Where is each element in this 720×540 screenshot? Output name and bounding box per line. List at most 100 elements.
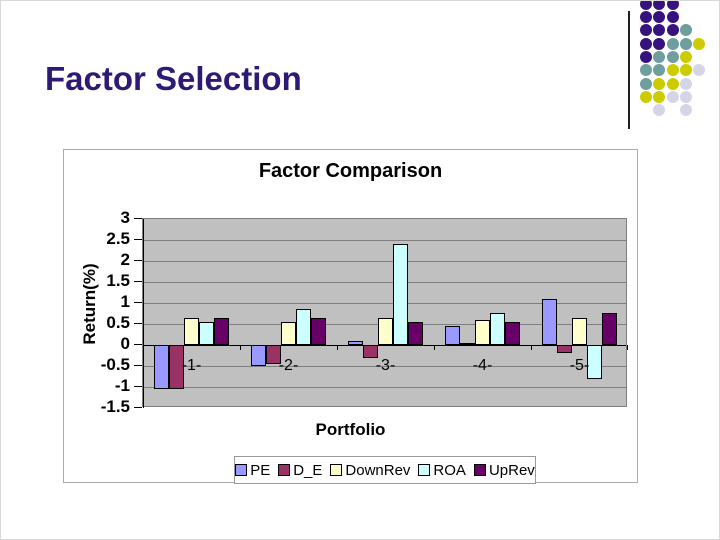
bar-PE-3 <box>348 341 363 345</box>
decor-dot-icon <box>666 64 679 77</box>
legend-swatch-DownRev <box>330 464 343 476</box>
plot-area: -1- -2- -3- -4- -5- <box>142 218 628 408</box>
bar-UpRev-2 <box>311 318 326 345</box>
y-tick-label: -1 <box>114 376 130 395</box>
x-category-label: -4- <box>472 357 493 374</box>
legend-item: PE <box>235 462 270 479</box>
decor-dot-icon <box>653 90 666 103</box>
bar-UpRev-3 <box>408 322 423 345</box>
bar-D_E-5 <box>557 345 572 353</box>
y-tick-mark <box>134 386 142 387</box>
y-tick-mark <box>134 365 142 366</box>
gridline <box>143 387 626 388</box>
legend-swatch-ROA <box>418 464 431 476</box>
bar-DownRev-5 <box>572 318 587 345</box>
y-tick-mark <box>134 239 142 240</box>
bar-D_E-1 <box>169 345 184 389</box>
decor-dot-icon <box>679 90 692 103</box>
legend: PE D_E DownRev ROA UpRev <box>234 456 536 484</box>
legend-label: UpRev <box>488 461 535 479</box>
bar-DownRev-2 <box>281 322 296 345</box>
decor-dot-icon <box>666 1 679 10</box>
bar-ROA-1 <box>199 322 214 345</box>
y-tick-mark <box>134 218 142 219</box>
decor-dot-icon <box>653 1 666 10</box>
y-tick-mark <box>134 323 142 324</box>
decor-dot-icon <box>666 77 679 90</box>
x-axis-tick <box>627 345 628 350</box>
x-axis-tick <box>337 345 338 350</box>
decor-dot-icon <box>653 104 666 117</box>
y-tick-mark <box>134 407 142 408</box>
bar-ROA-5 <box>587 345 602 379</box>
legend-item: UpRev <box>473 461 535 479</box>
legend-label: D_E <box>293 461 323 479</box>
bar-UpRev-5 <box>602 313 617 345</box>
decor-dot-icon <box>666 24 679 37</box>
decor-dot-icon <box>679 37 692 50</box>
gridline <box>143 303 626 304</box>
y-tick-label: 2 <box>120 250 130 269</box>
y-tick-label: -1.5 <box>100 397 130 416</box>
decor-dot-icon <box>640 50 652 63</box>
bar-UpRev-4 <box>505 322 520 345</box>
gridline <box>143 240 626 241</box>
x-category-label: -5- <box>569 357 590 374</box>
y-tick-mark <box>134 260 142 261</box>
bar-ROA-4 <box>490 313 505 345</box>
y-axis-line <box>143 219 144 408</box>
decor-dot-icon <box>679 50 692 63</box>
decor-dot-icon <box>679 77 692 90</box>
legend-swatch-D_E <box>278 464 291 476</box>
legend-item: D_E <box>278 462 322 479</box>
legend-swatch-PE <box>235 464 248 476</box>
decor-dot-icon <box>640 64 652 77</box>
decor-dot-icon <box>653 77 666 90</box>
x-axis-tick <box>434 345 435 350</box>
y-tick-label: -0.5 <box>100 355 130 374</box>
legend-label: ROA <box>433 461 466 479</box>
decor-dot-icon <box>679 64 692 77</box>
bar-PE-5 <box>542 299 557 345</box>
bar-DownRev-4 <box>475 320 490 345</box>
x-axis-title: Portfolio <box>315 420 386 439</box>
x-axis-tick <box>531 345 532 350</box>
legend-item: ROA <box>418 462 466 479</box>
y-tick-mark <box>134 344 142 345</box>
gridline <box>143 261 626 262</box>
x-category-label: -1- <box>181 357 202 374</box>
slide-title: Factor Selection <box>45 60 302 97</box>
bar-ROA-2 <box>296 309 311 345</box>
decor-dot-icon <box>666 90 679 103</box>
decor-dot-icon <box>666 37 679 50</box>
bar-PE-4 <box>445 326 460 345</box>
gridline <box>143 282 626 283</box>
decor-dot-icon <box>640 77 652 90</box>
decor-dot-icon <box>653 11 666 23</box>
decor-dot-icon <box>640 11 652 23</box>
decor-dot-icon <box>679 104 692 117</box>
decor-dot-icon <box>679 24 692 37</box>
bar-D_E-2 <box>266 345 281 364</box>
chart-title: Factor Comparison <box>258 160 443 182</box>
bar-DownRev-3 <box>378 318 393 345</box>
vertical-divider <box>628 11 630 129</box>
gridline <box>143 366 626 367</box>
x-category-label: -2- <box>278 357 299 374</box>
legend-swatch-UpRev <box>473 464 486 476</box>
y-tick-label: 2.5 <box>106 229 130 248</box>
y-tick-mark <box>134 302 142 303</box>
bar-D_E-3 <box>363 345 378 358</box>
legend-item: DownRev <box>330 462 410 479</box>
zero-axis-line <box>143 345 626 346</box>
x-axis-tick <box>143 345 144 350</box>
factor-comparison-chart: Factor Comparison Return(%) 3 2.5 2 1.5 1 0.5… <box>63 149 638 484</box>
decor-dot-icon <box>640 90 652 103</box>
bar-ROA-3 <box>393 244 408 345</box>
y-tick-label: 1.5 <box>106 271 130 290</box>
y-tick-label: 0.5 <box>106 313 130 332</box>
bar-PE-2 <box>251 345 266 366</box>
decor-dot-icon <box>640 24 652 37</box>
decor-dot-icon <box>653 50 666 63</box>
decor-dot-icon <box>666 11 679 23</box>
